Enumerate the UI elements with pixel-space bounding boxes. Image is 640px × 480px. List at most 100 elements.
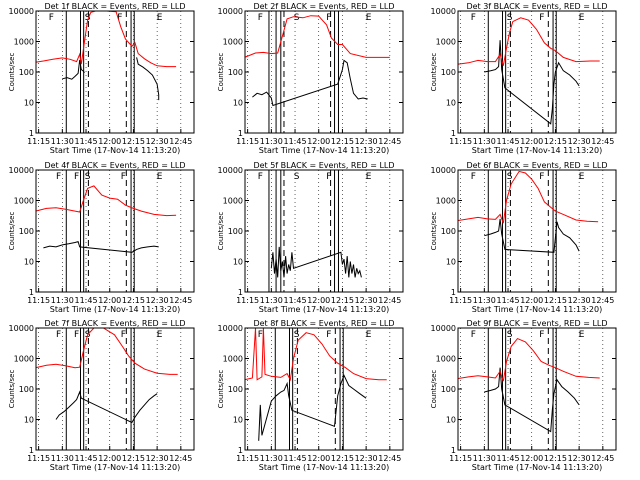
marker-letter: F — [258, 172, 263, 182]
time-markers — [460, 328, 604, 450]
y-axis-title: Counts/sec — [430, 212, 438, 251]
events-series-line — [55, 390, 158, 424]
x-tick-label: 12:00 — [307, 296, 330, 305]
x-tick-label: 11:45 — [284, 296, 307, 305]
y-tick-label: 1000 — [436, 197, 456, 206]
marker-letter: F — [121, 330, 126, 340]
x-tick-label: 12:15 — [331, 454, 354, 463]
marker-letter: F — [471, 330, 476, 340]
x-tick-label: 11:45 — [284, 137, 307, 146]
x-tick-label: 12:45 — [378, 137, 401, 146]
y-tick-label: 1 — [29, 129, 34, 138]
marker-letter: S — [85, 172, 91, 182]
x-tick-label: 12:30 — [146, 454, 169, 463]
events-series-line — [258, 374, 367, 441]
x-tick-label: 11:15 — [27, 137, 50, 146]
marker-letter: E — [157, 330, 163, 340]
y-axis-title: Counts/sec — [217, 212, 225, 251]
y-tick-label: 100 — [441, 385, 456, 394]
x-tick-label: 12:30 — [568, 296, 591, 305]
y-tick-label: 10000 — [218, 324, 243, 333]
x-tick-label: 12:00 — [307, 137, 330, 146]
lld-series-line — [35, 185, 177, 217]
time-markers — [247, 170, 391, 292]
panel-title: Det 1f BLACK = Events, RED = LLD — [44, 2, 185, 11]
y-tick-label: 1000 — [436, 38, 456, 47]
x-tick-label: 12:15 — [122, 454, 145, 463]
x-tick-label: 11:45 — [497, 296, 520, 305]
x-tick-label: 11:15 — [449, 454, 472, 463]
x-tick-label: 12:45 — [591, 454, 614, 463]
y-tick-label: 10000 — [9, 324, 34, 333]
marker-letter: F — [539, 13, 544, 23]
x-tick-label: 12:45 — [378, 296, 401, 305]
y-tick-label: 1 — [29, 446, 34, 455]
x-axis-title: Start Time (17-Nov-14 11:13:20) — [259, 146, 389, 155]
y-axis-title: Counts/sec — [430, 370, 438, 409]
y-tick-label: 10 — [24, 258, 34, 267]
y-tick-label: 1000 — [436, 355, 456, 364]
y-tick-label: 10 — [446, 99, 456, 108]
panel-title: Det 3f BLACK = Events, RED = LLD — [466, 2, 607, 11]
panel-title: Det 5f BLACK = Events, RED = LLD — [253, 161, 394, 170]
y-tick-label: 10 — [446, 416, 456, 425]
marker-letter: F — [258, 13, 263, 23]
x-tick-label: 11:45 — [497, 454, 520, 463]
x-tick-label: 12:15 — [331, 296, 354, 305]
marker-letter: S — [507, 172, 513, 182]
y-tick-label: 10 — [233, 258, 243, 267]
marker-letter: E — [366, 13, 372, 23]
x-axis-title: Start Time (17-Nov-14 11:13:20) — [472, 146, 602, 155]
events-series-line — [484, 367, 580, 433]
panel-title: Det 9f BLACK = Events, RED = LLD — [466, 319, 607, 328]
y-tick-label: 10000 — [218, 166, 243, 175]
y-tick-label: 10000 — [9, 166, 34, 175]
x-tick-label: 11:15 — [27, 296, 50, 305]
y-axis-title: Counts/sec — [430, 53, 438, 92]
lld-series-line — [457, 170, 599, 224]
det-panel-1: Det 1f BLACK = Events, RED = LLD F S F E 1 10 1… — [8, 2, 195, 155]
y-tick-label: 100 — [228, 227, 243, 236]
x-tick-label: 11:15 — [236, 296, 259, 305]
x-tick-label: 12:45 — [169, 454, 192, 463]
marker-letter: E — [157, 172, 163, 182]
x-tick-label: 12:15 — [122, 296, 145, 305]
x-tick-label: 12:30 — [355, 296, 378, 305]
y-tick-label: 100 — [441, 227, 456, 236]
time-markers — [38, 328, 182, 450]
x-tick-label: 12:30 — [355, 454, 378, 463]
marker-letter: E — [366, 172, 372, 182]
y-tick-label: 1 — [451, 446, 456, 455]
lld-series-line — [457, 17, 600, 66]
x-axis-title: Start Time (17-Nov-14 11:13:20) — [472, 305, 602, 314]
y-tick-label: 1 — [238, 446, 243, 455]
lld-series-line — [244, 327, 387, 382]
marker-letter: S — [507, 13, 513, 23]
y-tick-label: 10 — [233, 416, 243, 425]
y-tick-label: 1000 — [223, 355, 243, 364]
y-tick-label: 1 — [238, 129, 243, 138]
x-tick-label: 11:45 — [75, 296, 98, 305]
x-tick-label: 11:30 — [473, 296, 496, 305]
x-tick-label: 11:15 — [449, 296, 472, 305]
y-tick-label: 1 — [29, 288, 34, 297]
x-tick-label: 12:00 — [98, 454, 121, 463]
y-tick-label: 100 — [19, 227, 34, 236]
time-markers — [460, 11, 604, 133]
y-tick-label: 1000 — [223, 38, 243, 47]
plot-frame — [457, 169, 617, 293]
marker-letter: F — [117, 13, 122, 23]
y-tick-label: 10000 — [218, 7, 243, 16]
y-tick-label: 1 — [238, 288, 243, 297]
marker-letter: F — [56, 172, 61, 182]
x-tick-label: 12:45 — [169, 296, 192, 305]
x-tick-label: 12:30 — [568, 454, 591, 463]
events-series-line — [484, 218, 580, 253]
x-tick-label: 11:15 — [236, 454, 259, 463]
y-axis-title: Counts/sec — [8, 53, 16, 92]
marker-letter: F — [539, 172, 544, 182]
marker-letter: S — [85, 13, 91, 23]
x-tick-label: 11:45 — [284, 454, 307, 463]
y-tick-label: 10000 — [9, 7, 34, 16]
